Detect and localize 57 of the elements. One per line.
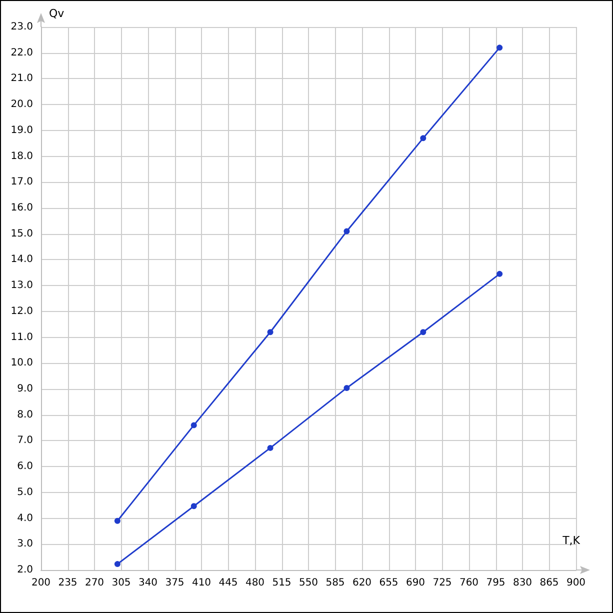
x-tick-label: 725 (432, 578, 452, 588)
x-tick-label: 305 (112, 578, 131, 588)
y-tick-label: 3.0 (17, 538, 33, 550)
y-tick-label: 21.0 (10, 73, 33, 84)
y-tick-label: 13.0 (10, 280, 33, 292)
y-tick-label: 11.0 (10, 332, 33, 343)
x-tick-label: 865 (540, 578, 559, 588)
y-tick-label: 4.0 (17, 512, 33, 524)
x-tick-label: 200 (31, 578, 51, 588)
y-tick-label: 10.0 (10, 358, 33, 369)
point (190, 422, 197, 428)
y-tick-label: 5.0 (17, 486, 33, 498)
y-tick-label: 7.0 (17, 435, 33, 446)
y-tick-label: 18.0 (10, 150, 33, 162)
x-tick-label: 445 (218, 578, 238, 588)
point (114, 561, 120, 568)
x-tick-label: 480 (245, 578, 265, 588)
y-tick-label: 12.0 (10, 306, 33, 317)
point (114, 518, 120, 524)
y-tick-label: 6.0 (17, 461, 33, 472)
x-tick-label: 270 (84, 578, 104, 588)
y-tick-label: 14.0 (10, 254, 33, 266)
y-tick-label: 19.0 (10, 124, 33, 136)
x-tick-label: 830 (512, 578, 532, 588)
point (420, 329, 426, 336)
x-tick-label: 585 (326, 578, 345, 588)
x-tick-label: 410 (192, 578, 212, 588)
point (344, 228, 350, 234)
y-tick-label: 17.0 (10, 176, 33, 188)
y-tick-label: 23.0 (10, 22, 33, 32)
y-tick-label: 2.0 (17, 564, 33, 576)
x-tick-label: 515 (272, 578, 292, 588)
x-tick-label: 375 (165, 578, 184, 588)
x-tick-label: 655 (379, 578, 398, 588)
point (496, 270, 503, 277)
x-axis-title: T,K (562, 534, 581, 547)
point (267, 444, 274, 451)
y-tick-label: 9.0 (17, 384, 33, 394)
x-tick-label: 690 (406, 578, 426, 588)
point (496, 44, 503, 51)
point (267, 329, 274, 336)
point (344, 384, 350, 391)
y-tick-label: 8.0 (17, 409, 33, 420)
y-tick-label: 22.0 (10, 47, 33, 58)
x-tick-label: 760 (459, 578, 479, 588)
x-tick-label: 620 (352, 578, 372, 588)
y-tick-label: 20.0 (10, 99, 33, 110)
y-tick-label: 16.0 (10, 202, 33, 214)
x-tick-label: 795 (486, 578, 506, 588)
x-tick-label: 550 (298, 578, 318, 588)
x-tick-label: 340 (138, 578, 158, 588)
x-tick-label: 900 (566, 578, 586, 588)
y-axis-title: Qv (49, 7, 65, 20)
point (190, 503, 197, 510)
y-tick-label: 15.0 (10, 228, 33, 240)
point (420, 135, 426, 142)
x-tick-label: 235 (58, 578, 78, 588)
